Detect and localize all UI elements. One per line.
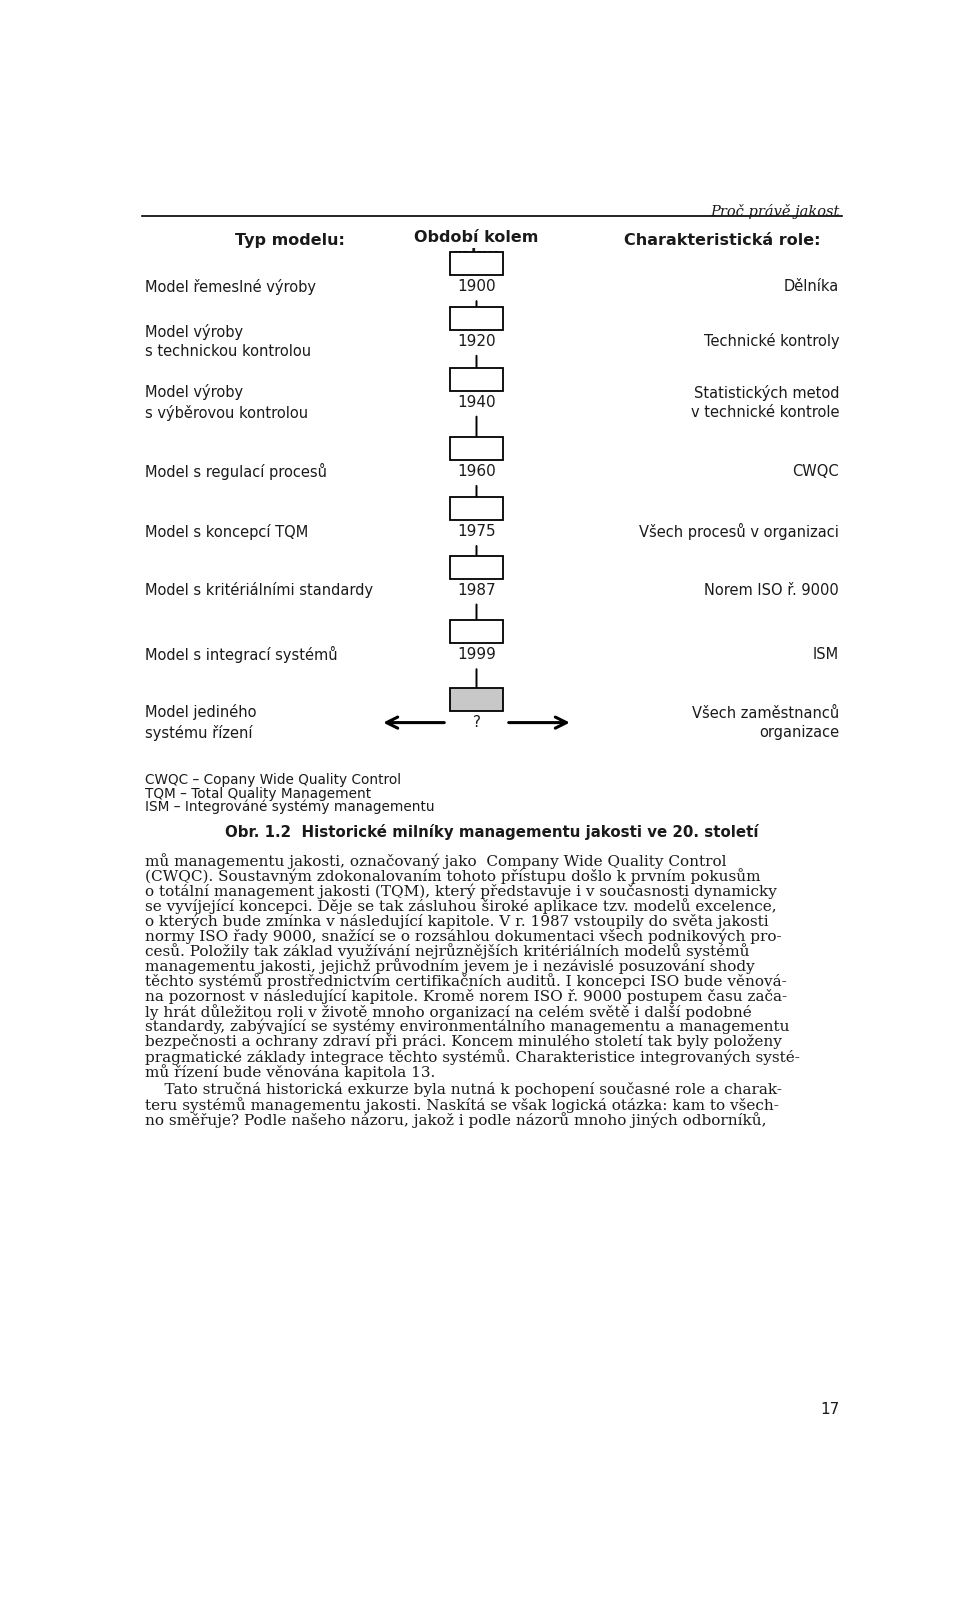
Text: Technické kontroly: Technické kontroly [704, 333, 839, 349]
Text: Model s koncepcí TQM: Model s koncepcí TQM [145, 524, 308, 540]
Text: TQM – Total Quality Management: TQM – Total Quality Management [145, 786, 371, 800]
Text: Všech zaměstnanců
organizace: Všech zaměstnanců organizace [692, 705, 839, 739]
Text: se vyvíjející koncepci. Děje se tak zásluhou široké aplikace tzv. modelů excelen: se vyvíjející koncepci. Děje se tak zásl… [145, 898, 777, 914]
Text: Model výroby
s technickou kontrolou: Model výroby s technickou kontrolou [145, 325, 311, 358]
Text: mů řízení bude věnována kapitola 13.: mů řízení bude věnována kapitola 13. [145, 1064, 435, 1080]
Bar [450, 307, 503, 329]
Text: Období kolem
roku:: Období kolem roku: [415, 230, 539, 264]
Text: ?: ? [472, 715, 481, 730]
Text: Model s regulací procesů: Model s regulací procesů [145, 463, 326, 480]
Text: na pozornost v následující kapitole. Kromě norem ISO ř. 9000 postupem času zača-: na pozornost v následující kapitole. Kro… [145, 988, 787, 1004]
Text: 1960: 1960 [457, 464, 496, 479]
Text: no směřuje? Podle našeho názoru, jakož i podle názorů mnoho jiných odborníků,: no směřuje? Podle našeho názoru, jakož i… [145, 1112, 766, 1128]
Text: teru systémů managementu jakosti. Naskítá se však logická otázka: kam to všech-: teru systémů managementu jakosti. Naskít… [145, 1098, 779, 1112]
Text: ISM: ISM [813, 648, 839, 662]
Text: Model řemeslné výroby: Model řemeslné výroby [145, 278, 316, 294]
Text: Charakteristická role:: Charakteristická role: [624, 233, 820, 247]
Text: 1900: 1900 [457, 280, 495, 294]
Bar [450, 556, 503, 579]
Text: cesů. Položily tak základ využívání nejrůznějších kritériálních modelů systémů: cesů. Položily tak základ využívání nejr… [145, 943, 750, 959]
Bar [450, 368, 503, 391]
Text: ly hrát důležitou roli v životě mnoho organizací na celém světě i další podobné: ly hrát důležitou roli v životě mnoho or… [145, 1004, 752, 1019]
Text: 1940: 1940 [457, 395, 495, 410]
Text: Proč právě jakost: Proč právě jakost [709, 204, 839, 219]
Text: 1987: 1987 [457, 583, 495, 598]
Text: 1999: 1999 [457, 648, 496, 662]
Text: Norem ISO ř. 9000: Norem ISO ř. 9000 [705, 583, 839, 598]
Text: 17: 17 [820, 1403, 839, 1417]
Text: těchto systémů prostřednictvím certifikačních auditů. I koncepci ISO bude věnová: těchto systémů prostřednictvím certifika… [145, 974, 786, 990]
Text: CWQC: CWQC [793, 464, 839, 479]
Bar [450, 497, 503, 521]
Bar [450, 688, 503, 710]
Text: Model výroby
s výběrovou kontrolou: Model výroby s výběrovou kontrolou [145, 384, 308, 421]
Bar [450, 620, 503, 643]
Text: mů managementu jakosti, označovaný jako  Company Wide Quality Control: mů managementu jakosti, označovaný jako … [145, 853, 727, 869]
Text: ISM – Integrováné systémy managementu: ISM – Integrováné systémy managementu [145, 800, 434, 815]
Text: Tato stručná historická exkurze byla nutná k pochopení současné role a charak-: Tato stručná historická exkurze byla nut… [145, 1082, 781, 1098]
Text: 1920: 1920 [457, 334, 495, 349]
Text: o kterých bude zmínka v následující kapitole. V r. 1987 vstoupily do světa jakos: o kterých bude zmínka v následující kapi… [145, 913, 768, 929]
Text: Model s integrací systémů: Model s integrací systémů [145, 646, 337, 664]
Text: Typ modelu:: Typ modelu: [234, 233, 345, 247]
Text: Dělníka: Dělníka [784, 280, 839, 294]
Text: Model s kritériálními standardy: Model s kritériálními standardy [145, 582, 372, 598]
Text: managementu jakosti, jejichž průvodním jevem je i nezávislé posuzování shody: managementu jakosti, jejichž průvodním j… [145, 959, 755, 974]
Text: (CWQC). Soustavným zdokonalovaním tohoto přístupu došlo k prvním pokusům: (CWQC). Soustavným zdokonalovaním tohoto… [145, 868, 760, 884]
Text: pragmatické základy integrace těchto systémů. Charakteristice integrovaných syst: pragmatické základy integrace těchto sys… [145, 1049, 800, 1064]
Text: Obr. 1.2  Historické milníky managementu jakosti ve 20. století: Obr. 1.2 Historické milníky managementu … [226, 824, 758, 840]
Text: bezpečnosti a ochrany zdraví při práci. Koncem minulého století tak byly položen: bezpečnosti a ochrany zdraví při práci. … [145, 1033, 781, 1049]
Text: standardy, zabývající se systémy environmentálního managementu a managementu: standardy, zabývající se systémy environ… [145, 1019, 789, 1035]
Text: normy ISO řady 9000, snažící se o rozsáhlou dokumentaci všech podnikových pro-: normy ISO řady 9000, snažící se o rozsáh… [145, 929, 781, 943]
Text: CWQC – Copany Wide Quality Control: CWQC – Copany Wide Quality Control [145, 773, 401, 787]
Text: Model jediného
systému řízení: Model jediného systému řízení [145, 704, 256, 741]
Text: o totální management jakosti (TQM), který představuje i v současnosti dynamicky: o totální management jakosti (TQM), kter… [145, 884, 777, 898]
Text: 1975: 1975 [457, 524, 495, 538]
Text: Všech procesů v organizaci: Všech procesů v organizaci [639, 524, 839, 540]
Bar [450, 437, 503, 460]
Bar [450, 252, 503, 275]
Text: Statistických metod
v technické kontrole: Statistických metod v technické kontrole [690, 384, 839, 419]
